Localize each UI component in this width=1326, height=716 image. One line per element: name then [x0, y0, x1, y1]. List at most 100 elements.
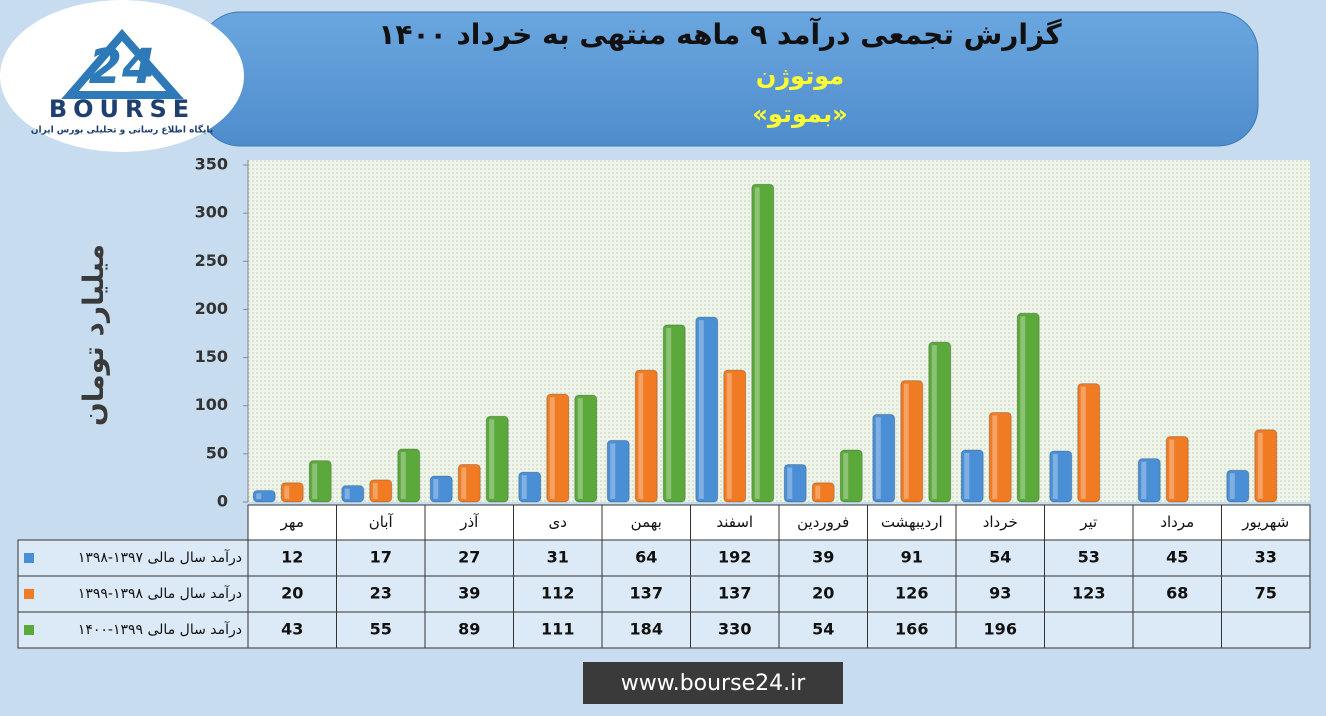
legend-label: درآمد سال مالی ۱۳۹۸-۱۳۹۹ [78, 585, 242, 602]
bar [1016, 312, 1040, 503]
table-value: 20 [281, 584, 303, 603]
bar-highlight [1052, 453, 1058, 499]
bar-highlight [992, 415, 998, 499]
x-tick-label: دی [549, 513, 567, 531]
table-value: 137 [630, 584, 663, 603]
bar [988, 411, 1012, 503]
footer-box [583, 662, 843, 704]
bar-highlight [344, 488, 350, 499]
y-tick-label: 0 [217, 492, 228, 511]
x-tick-label: بهمن [631, 513, 662, 531]
table-value: 64 [635, 548, 657, 567]
y-tick-label: 100 [195, 395, 228, 414]
table-value: 111 [541, 620, 574, 639]
logo-brand: BOURSE [49, 95, 195, 123]
bar [662, 324, 686, 503]
plot-area [248, 160, 1310, 502]
bar [574, 394, 598, 503]
bar [1137, 458, 1161, 503]
table-value: 192 [718, 548, 751, 567]
bar [485, 415, 509, 503]
chart-subtitle: موتوژن [756, 62, 844, 90]
y-tick-label: 350 [195, 155, 228, 174]
y-tick-label: 200 [195, 299, 228, 318]
bar-highlight [284, 485, 290, 499]
bar-highlight [903, 383, 909, 499]
x-tick-label: شهریور [1241, 513, 1289, 531]
legend-swatch [24, 589, 34, 599]
logo-tagline: پایگاه اطلاع رسانی و تحلیلی بورس ایران [31, 124, 213, 136]
x-tick-label: آذر [459, 513, 479, 531]
table-value: 126 [895, 584, 928, 603]
y-tick-label: 150 [195, 347, 228, 366]
table-value: 45 [1166, 548, 1188, 567]
bar-highlight [256, 493, 262, 499]
bar [429, 475, 453, 503]
chart-title: گزارش تجمعی درآمد ۹ ماهه منتهی به خرداد … [378, 17, 1062, 51]
bar-highlight [964, 453, 970, 499]
table-value: 112 [541, 584, 574, 603]
bar-highlight [400, 452, 406, 499]
x-tick-label: مهر [280, 513, 304, 531]
x-tick-label: مرداد [1160, 513, 1194, 531]
bar-highlight [638, 373, 644, 499]
table-value: 39 [458, 584, 480, 603]
footer-url: www.bourse24.ir [621, 671, 806, 696]
bar [723, 369, 747, 503]
x-tick-label: خرداد [983, 513, 1018, 531]
bar-highlight [726, 373, 732, 499]
bar-highlight [312, 463, 318, 499]
table-value: 33 [1255, 548, 1277, 567]
logo-number: 24 [89, 39, 156, 95]
bar [695, 316, 719, 503]
bar-highlight [1080, 386, 1086, 499]
bar [1049, 450, 1073, 503]
table-value: 54 [812, 620, 834, 639]
table-value: 75 [1255, 584, 1277, 603]
bar [783, 463, 807, 503]
bar-highlight [489, 419, 495, 499]
legend-label: درآمد سال مالی ۱۳۹۷-۱۳۹۸ [78, 549, 242, 566]
y-axis-title: میلیارد تومان [77, 244, 110, 426]
bar [751, 183, 775, 503]
legend-swatch [24, 625, 34, 635]
bar-highlight [610, 443, 616, 499]
bar [308, 460, 332, 503]
legend-label: درآمد سال مالی ۱۳۹۹-۱۴۰۰ [78, 621, 242, 638]
bar-highlight [754, 187, 760, 499]
y-tick-label: 300 [195, 203, 228, 222]
bar-highlight [1141, 461, 1147, 499]
bar [341, 485, 365, 503]
bar-highlight [1229, 473, 1235, 499]
x-tick-label: آبان [369, 513, 394, 531]
bar [1077, 383, 1101, 503]
y-tick-label: 250 [195, 251, 228, 270]
bar-highlight [1020, 316, 1026, 499]
table-value: 54 [989, 548, 1011, 567]
table-value: 196 [984, 620, 1017, 639]
logo-bg [0, 0, 244, 152]
bar-highlight [698, 320, 704, 499]
bar [811, 482, 835, 503]
bar [839, 449, 863, 503]
table-value: 184 [630, 620, 663, 639]
bar-highlight [815, 485, 821, 499]
table-value: 39 [812, 548, 834, 567]
bar-highlight [843, 453, 849, 499]
bar-highlight [577, 398, 583, 499]
x-tick-label: اردیبهشت [881, 513, 943, 531]
bar-highlight [521, 475, 527, 499]
table-value: 137 [718, 584, 751, 603]
bar-highlight [372, 482, 378, 499]
table-value: 12 [281, 548, 303, 567]
bar-highlight [666, 327, 672, 499]
legend-swatch [24, 553, 34, 563]
table-value: 68 [1166, 584, 1188, 603]
bar-highlight [787, 467, 793, 499]
bar-highlight [1169, 439, 1175, 499]
table-value: 89 [458, 620, 480, 639]
bar [546, 393, 570, 503]
table-value: 43 [281, 620, 303, 639]
bar [518, 471, 542, 503]
